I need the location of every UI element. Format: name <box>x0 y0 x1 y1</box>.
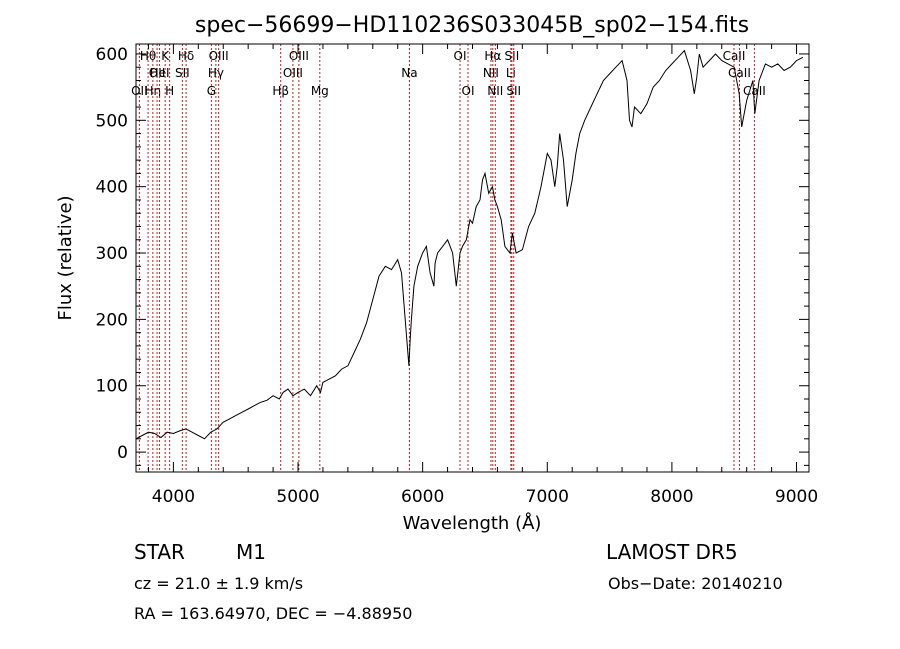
line-marker-label: Mg <box>311 84 329 98</box>
line-marker-label: Hα <box>484 49 501 63</box>
line-marker-label: G <box>207 84 216 98</box>
line-marker-label: SII <box>175 66 190 80</box>
line-marker-label: OII <box>149 66 166 80</box>
y-tick-label: 300 <box>96 244 128 264</box>
y-tick-label: 500 <box>96 111 128 131</box>
redshift-label: cz = 21.0 ± 1.9 km/s <box>134 574 304 593</box>
line-marker-label: SII <box>505 49 520 63</box>
line-marker-label: CaII <box>723 49 746 63</box>
x-tick-label: 4000 <box>152 487 195 507</box>
axis-ticks: 4000 5000 6000 7000 8000 9000 0 100 200 300 400 500… <box>96 44 818 507</box>
line-marker-label: OII <box>131 84 148 98</box>
y-tick-label: 200 <box>96 310 128 330</box>
y-tick-label: 600 <box>96 45 128 65</box>
line-marker-label: Hβ <box>272 84 289 98</box>
line-marker-label: NII <box>483 66 499 80</box>
line-marker-label: SII <box>506 84 521 98</box>
x-tick-label: 9000 <box>775 487 818 507</box>
coordinates-label: RA = 163.64970, DEC = −4.88950 <box>134 604 413 623</box>
y-tick-label: 100 <box>96 377 128 397</box>
line-marker-label: Hθ <box>140 49 156 63</box>
line-marker-label: HeI <box>150 66 170 80</box>
y-axis-label: Flux (relative) <box>55 195 76 320</box>
line-marker-label: K <box>161 49 170 63</box>
y-tick-label: 0 <box>117 443 128 463</box>
line-marker-label: OIII <box>283 66 303 80</box>
x-tick-label: 8000 <box>650 487 693 507</box>
line-markers: OIIHθHηOIIHeIKHSIIHδGHγOIIIHβOIIIOIIIMgN… <box>131 44 766 472</box>
line-marker-label: Hη <box>145 84 162 98</box>
line-marker-label: OI <box>454 49 467 63</box>
plot-frame <box>135 43 810 473</box>
x-tick-label: 7000 <box>526 487 569 507</box>
x-axis-label: Wavelength (Å) <box>403 512 542 534</box>
line-marker-label: CaII <box>743 84 766 98</box>
line-marker-label: Li <box>506 66 516 80</box>
object-subclass-label: M1 <box>236 540 266 564</box>
line-marker-label: OIII <box>289 49 309 63</box>
spectrum-line <box>135 49 804 440</box>
x-tick-label: 5000 <box>276 487 319 507</box>
observation-date-label: Obs−Date: 20140210 <box>608 574 783 593</box>
line-marker-label: Hδ <box>178 49 194 63</box>
line-marker-label: Hγ <box>208 66 224 80</box>
line-marker-label: CaII <box>728 66 751 80</box>
line-marker-label: OIII <box>209 49 229 63</box>
line-marker-label: Na <box>401 66 417 80</box>
data-release-label: LAMOST DR5 <box>606 540 738 564</box>
line-marker-label: H <box>165 84 174 98</box>
line-marker-label: NII <box>487 84 503 98</box>
x-tick-label: 6000 <box>401 487 444 507</box>
y-tick-label: 400 <box>96 178 128 198</box>
object-class-label: STAR <box>134 540 185 564</box>
chart-title: spec−56699−HD110236S033045B_sp02−154.fit… <box>195 13 749 38</box>
line-marker-label: OI <box>462 84 475 98</box>
